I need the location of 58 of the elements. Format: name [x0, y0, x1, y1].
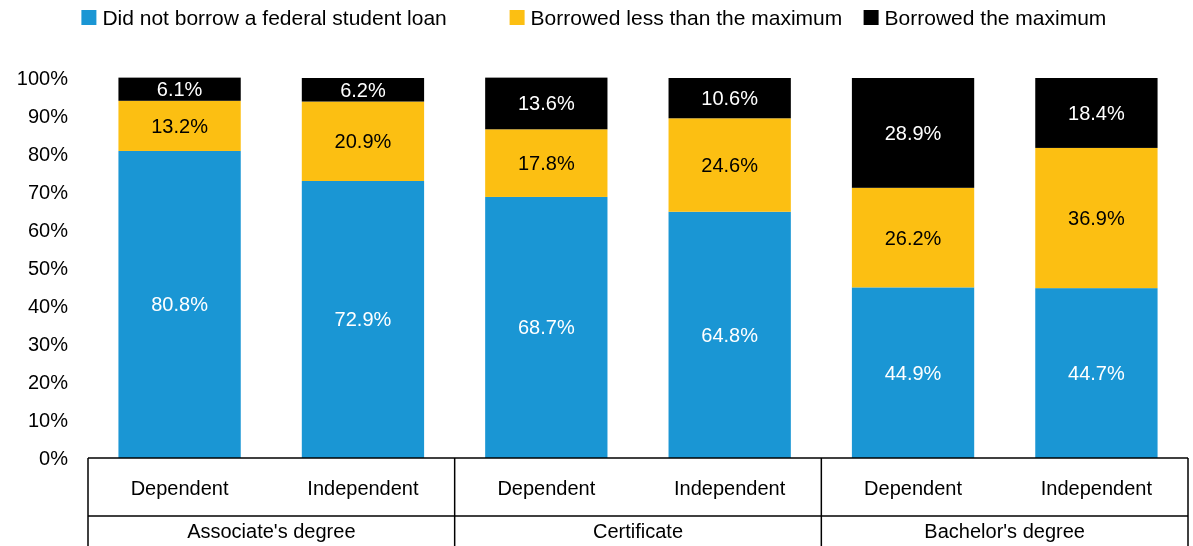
y-tick-label: 30%: [27, 333, 69, 355]
text: Certificate: [592, 520, 684, 542]
y-tick-label: 40%: [27, 295, 69, 317]
data-label: 36.9%: [1068, 207, 1125, 230]
x-tick-label: Dependent: [497, 477, 596, 499]
data-label: 44.9%: [884, 361, 942, 384]
bar: [301, 78, 425, 102]
bar: [485, 196, 608, 458]
legend-label: Borrowed less than the maximum: [530, 6, 843, 30]
y-tick-label: 0%: [39, 447, 69, 469]
bar: [668, 211, 791, 458]
data-label: 20.9%: [334, 130, 392, 153]
data-label: 28.9%: [884, 121, 942, 144]
bar: [851, 78, 975, 188]
data-label: 17.8%: [517, 152, 575, 175]
bar: [851, 287, 975, 458]
data-label: 18.4%: [1068, 101, 1125, 124]
bar: [1035, 288, 1158, 458]
data-label: 68.7%: [517, 316, 575, 339]
data-label: 13.6%: [517, 92, 575, 115]
x-tick-label: Independent: [307, 477, 419, 499]
bar: [1035, 147, 1158, 289]
data-label: 13.2%: [151, 114, 209, 137]
data-label: 6.2%: [340, 78, 386, 101]
data-label: 26.2%: [884, 226, 942, 249]
x-tick-label: Dependent: [130, 477, 229, 499]
y-tick-label: 60%: [27, 219, 69, 241]
legend-label: Did not borrow a federal student loan: [102, 6, 447, 30]
y-tick-label: 80%: [27, 143, 69, 165]
text: Associate's degree: [187, 520, 356, 542]
x-tick-label: Independent: [1040, 477, 1153, 499]
bar: [118, 150, 241, 458]
y-tick-label: 70%: [27, 181, 69, 203]
y-tick-label: 20%: [27, 371, 69, 393]
bar: [668, 118, 791, 212]
y-tick-label: 90%: [27, 105, 69, 127]
bar: [851, 187, 975, 288]
data-label: 24.6%: [701, 154, 759, 177]
data-label: 44.7%: [1068, 362, 1125, 385]
bar: [485, 129, 608, 197]
y-tick-label: 10%: [27, 409, 69, 431]
y-tick-label: 50%: [27, 257, 69, 279]
bar: [668, 78, 791, 119]
data-label: 64.8%: [701, 323, 759, 346]
data-label: 10.6%: [701, 87, 759, 110]
data-label: 72.9%: [334, 308, 392, 331]
bar: [485, 77, 608, 130]
y-tick-label: 100%: [16, 67, 69, 89]
bar: [1035, 78, 1158, 148]
bar: [301, 180, 425, 458]
data-label: 80.8%: [151, 293, 209, 316]
data-label: 6.1%: [156, 78, 203, 101]
text: Bachelor's degree: [924, 520, 1085, 542]
x-tick-label: Independent: [674, 477, 786, 499]
legend-label: Borrowed the maximum: [884, 6, 1107, 30]
x-tick-label: Dependent: [864, 477, 963, 499]
bar: [301, 101, 425, 181]
bar: [118, 100, 241, 151]
